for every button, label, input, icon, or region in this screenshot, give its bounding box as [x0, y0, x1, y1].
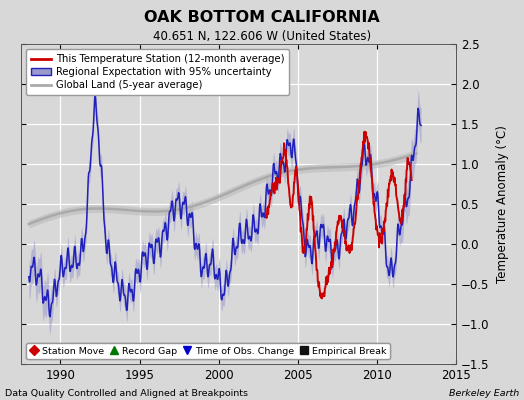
Text: Data Quality Controlled and Aligned at Breakpoints: Data Quality Controlled and Aligned at B… [5, 389, 248, 398]
Text: OAK BOTTOM CALIFORNIA: OAK BOTTOM CALIFORNIA [144, 10, 380, 25]
Y-axis label: Temperature Anomaly (°C): Temperature Anomaly (°C) [496, 125, 509, 283]
Text: 40.651 N, 122.606 W (United States): 40.651 N, 122.606 W (United States) [153, 30, 371, 43]
Legend: Station Move, Record Gap, Time of Obs. Change, Empirical Break: Station Move, Record Gap, Time of Obs. C… [26, 343, 390, 359]
Text: Berkeley Earth: Berkeley Earth [449, 389, 519, 398]
